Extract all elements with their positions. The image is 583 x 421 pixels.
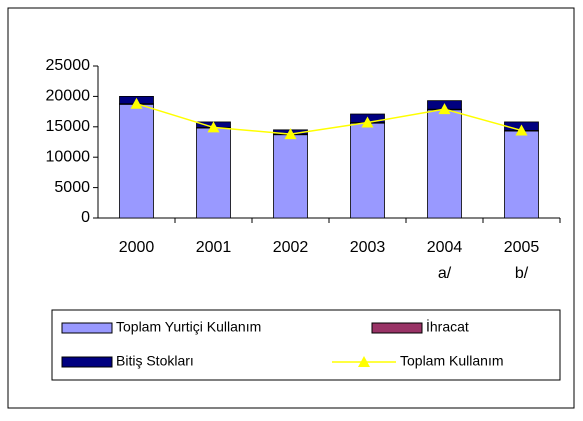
legend-label: Toplam Kullanım bbox=[400, 353, 504, 369]
x-tick-label: 2005 b/ bbox=[504, 239, 540, 282]
legend-label: İhracat bbox=[426, 318, 469, 335]
legend-label: Toplam Yurtiçi Kullanım bbox=[116, 319, 261, 335]
bar bbox=[196, 127, 231, 219]
bar bbox=[273, 134, 308, 219]
line bbox=[136, 102, 522, 135]
marker bbox=[130, 97, 143, 109]
bar bbox=[119, 103, 154, 219]
bar bbox=[504, 130, 539, 219]
legend-swatch bbox=[61, 356, 113, 368]
y-tick-label: 20000 bbox=[46, 88, 91, 105]
bar bbox=[350, 122, 385, 219]
y-tick-label: 10000 bbox=[46, 148, 91, 165]
marker bbox=[438, 103, 451, 115]
legend-box bbox=[51, 309, 561, 381]
y-tick-label: 15000 bbox=[46, 118, 91, 135]
legend-swatch bbox=[61, 322, 113, 334]
x-tick-label: 2000 bbox=[119, 239, 155, 256]
y-tick-label: 25000 bbox=[46, 57, 91, 74]
marker bbox=[207, 121, 220, 133]
legend-swatch bbox=[371, 322, 423, 334]
marker bbox=[515, 124, 528, 136]
x-tick-label: 2004 a/ bbox=[427, 239, 463, 282]
y-tick-label: 5000 bbox=[54, 179, 90, 196]
x-tick-label: 2002 bbox=[273, 239, 309, 256]
legend-marker bbox=[358, 356, 370, 367]
x-tick-label: 2003 bbox=[350, 239, 386, 256]
x-tick-label: 2001 bbox=[196, 239, 232, 256]
bar bbox=[427, 109, 462, 219]
legend-label: Bitiş Stokları bbox=[116, 353, 194, 369]
marker bbox=[361, 116, 374, 128]
y-tick-label: 0 bbox=[81, 209, 90, 226]
marker bbox=[284, 128, 297, 140]
